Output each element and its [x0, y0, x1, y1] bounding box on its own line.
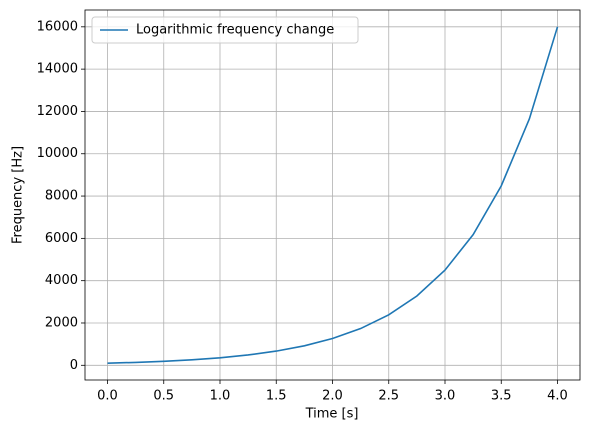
- y-tick-label: 10000: [37, 146, 78, 161]
- y-tick-label: 6000: [45, 231, 78, 246]
- x-tick-label: 1.5: [266, 389, 287, 404]
- x-tick-label: 0.0: [97, 389, 118, 404]
- y-axis-label: Frequency [Hz]: [11, 146, 26, 244]
- line-series: [107, 26, 559, 364]
- x-tick-label: 0.5: [153, 389, 174, 404]
- x-tick-label: 4.0: [547, 389, 568, 404]
- y-tick-label: 14000: [37, 62, 78, 77]
- legend-box: [91, 16, 359, 44]
- legend-label: Logarithmic frequency change: [136, 23, 334, 38]
- plot-frame: [84, 9, 581, 381]
- x-tick-label: 2.0: [322, 389, 343, 404]
- x-tick-label: 1.0: [210, 389, 231, 404]
- y-tick-label: 8000: [45, 189, 78, 204]
- x-tick-label: 3.0: [435, 389, 456, 404]
- y-tick-label: 4000: [45, 273, 78, 288]
- x-tick-label: 2.5: [378, 389, 399, 404]
- x-axis-label: Time [s]: [305, 407, 359, 422]
- x-tick-label: 3.5: [491, 389, 512, 404]
- y-tick-label: 2000: [45, 315, 78, 330]
- y-tick-label: 12000: [37, 104, 78, 119]
- y-tick-label: 16000: [37, 19, 78, 34]
- y-tick-label: 0: [70, 358, 78, 373]
